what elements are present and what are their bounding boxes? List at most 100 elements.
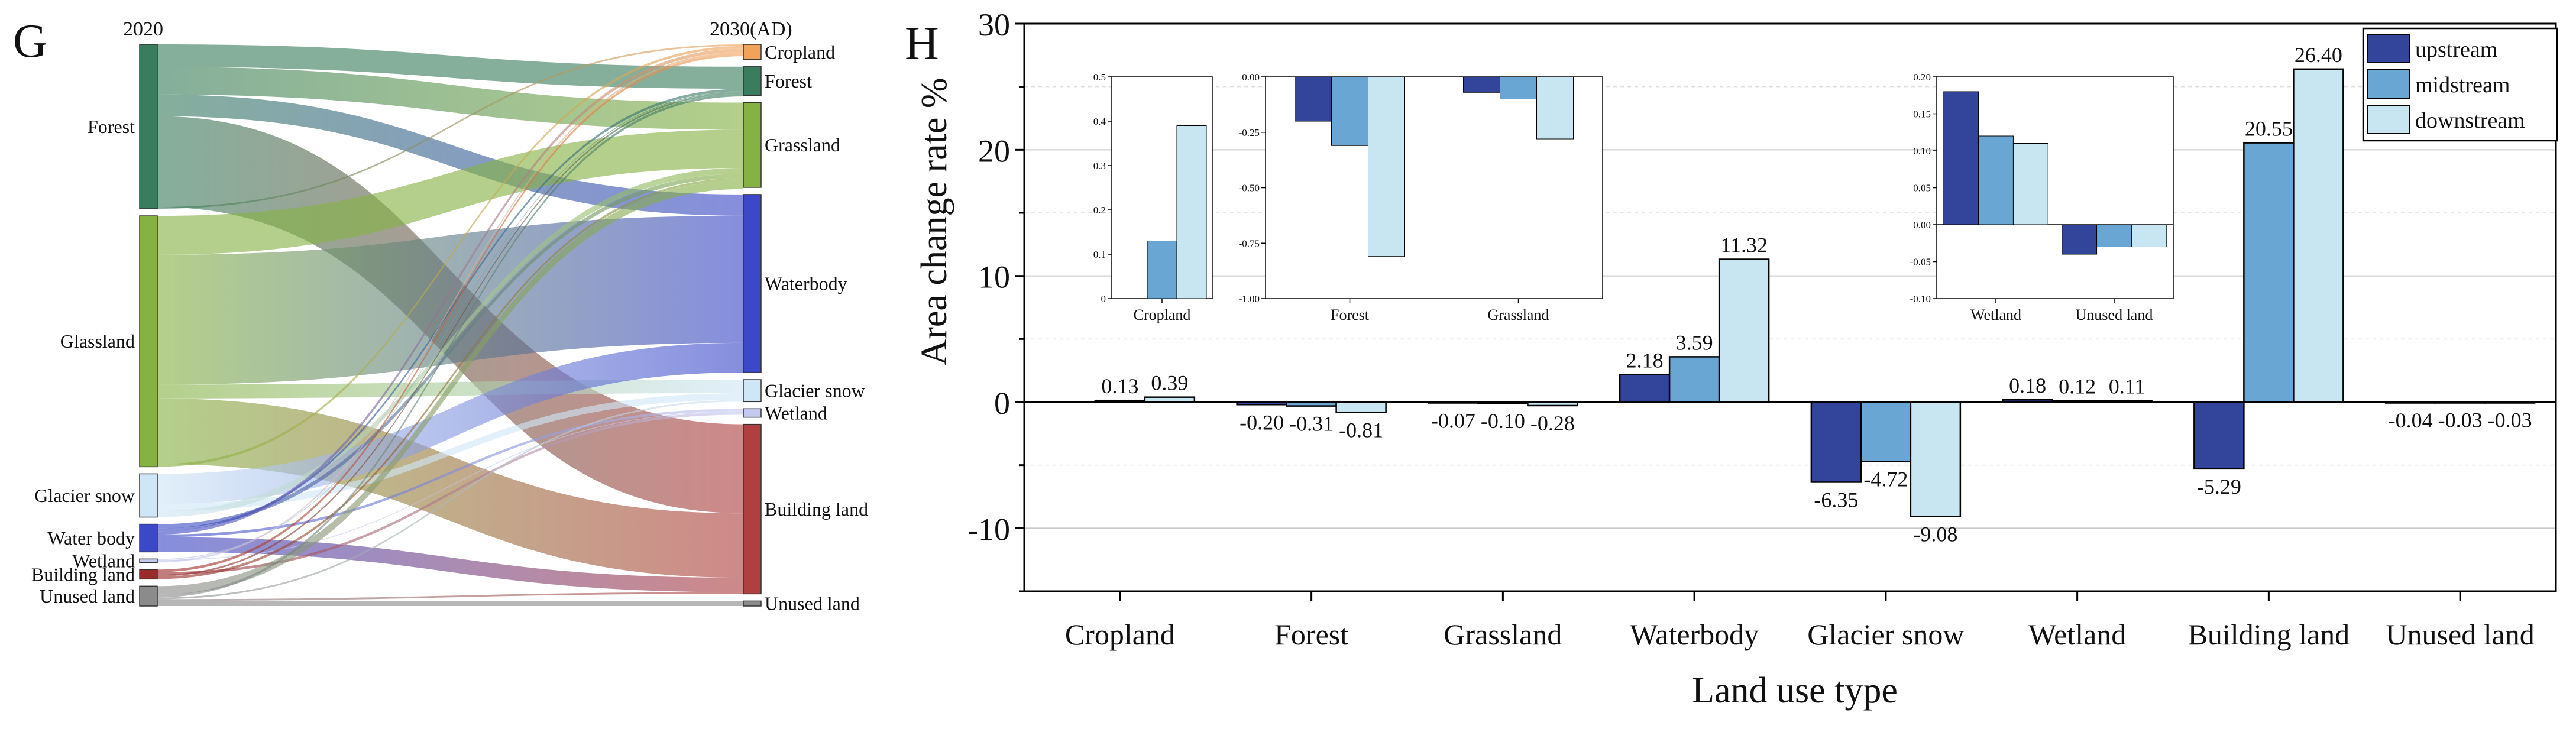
sankey-node-right-water bbox=[743, 194, 762, 373]
sankey-label-right-glacier: Glacier snow bbox=[765, 380, 865, 401]
bar-midstream-3 bbox=[1668, 356, 1720, 403]
data-label-midstream-3: 3.59 bbox=[1676, 331, 1713, 354]
sankey-link-water-to-forest bbox=[157, 89, 743, 532]
data-label-downstream-1: -0.81 bbox=[1339, 418, 1383, 442]
sankey-label-left-glacier: Glacier snow bbox=[34, 485, 135, 506]
y-tick-label: -10 bbox=[967, 511, 1010, 547]
inset-x-tick-label-0: Wetland bbox=[1970, 306, 2021, 323]
inset-bar-midstream-1 bbox=[2096, 224, 2132, 247]
bar-midstream-1 bbox=[1286, 401, 1337, 407]
y-tick-label: 30 bbox=[978, 7, 1010, 43]
sankey-label-right-water: Waterbody bbox=[765, 273, 847, 294]
sankey-label-right-forest: Forest bbox=[765, 70, 812, 92]
bar-downstream-7 bbox=[2484, 401, 2536, 404]
sankey-node-right-wetland bbox=[743, 408, 762, 418]
sankey-link-glacier-to-water bbox=[157, 342, 743, 504]
sankey-node-left-water bbox=[139, 523, 158, 553]
inset-y-tick-label: 0.3 bbox=[1093, 160, 1106, 171]
sankey-links bbox=[157, 44, 743, 606]
data-label-midstream-1: -0.31 bbox=[1289, 412, 1334, 436]
legend-label-downstream: downstream bbox=[2415, 108, 2525, 133]
legend-swatch-upstream bbox=[2367, 34, 2410, 63]
sankey-link-forest-to-grassland bbox=[157, 67, 743, 130]
inset-x-tick-label-0: Forest bbox=[1331, 306, 1370, 323]
inset-y-tick-label: 0.00 bbox=[1913, 219, 1931, 231]
legend-swatch-midstream bbox=[2367, 69, 2410, 99]
sankey-link-building-to-grassland bbox=[157, 178, 743, 579]
bar-midstream-7 bbox=[2434, 401, 2486, 404]
inset-3: 0.20 0.15 0.10 0.05 0.00 -0.05 -0.10 Wetland Unu… bbox=[1910, 72, 2174, 323]
legend-swatch-downstream bbox=[2367, 105, 2410, 134]
x-tick-label-1: Forest bbox=[1274, 618, 1348, 651]
data-label-midstream-0: 0.13 bbox=[1101, 374, 1138, 398]
sankey-link-glacier-to-grassland bbox=[157, 167, 743, 517]
sankey-link-forest-to-cropland bbox=[157, 44, 743, 209]
sankey-link-grassland-to-cropland bbox=[157, 46, 743, 467]
data-label-upstream-1: -0.20 bbox=[1240, 410, 1284, 434]
bar-upstream-2 bbox=[1428, 401, 1479, 404]
inset-bar-downstream-1 bbox=[1536, 76, 1574, 140]
sankey-left-year: 2020 bbox=[123, 18, 163, 40]
bar-midstream-2 bbox=[1477, 401, 1529, 404]
inset-y-tick-label: 0.15 bbox=[1913, 109, 1931, 120]
inset-y-tick-label: -0.50 bbox=[1239, 183, 1260, 194]
sankey-link-building-to-wetland bbox=[157, 412, 743, 575]
data-label-downstream-0: 0.39 bbox=[1151, 371, 1188, 395]
sankey-label-left-unused: Unused land bbox=[40, 585, 135, 607]
sankey-link-forest-to-water bbox=[157, 94, 743, 216]
sankey-label-right-building: Building land bbox=[765, 498, 868, 520]
inset-bar-downstream-0 bbox=[2012, 143, 2048, 225]
bar-downstream-3 bbox=[1718, 258, 1770, 403]
sankey-label-right-wetland: Wetland bbox=[765, 402, 827, 423]
sankey-label-left-forest: Forest bbox=[88, 116, 135, 137]
legend-label-upstream: upstream bbox=[2415, 37, 2497, 62]
inset-bar-upstream-0 bbox=[1295, 76, 1332, 122]
y-tick-label: 0 bbox=[994, 386, 1010, 421]
sankey-node-left-forest bbox=[139, 44, 158, 209]
bar-upstream-6 bbox=[2193, 401, 2245, 470]
sankey-label-right-cropland: Cropland bbox=[765, 41, 835, 63]
inset-x-tick-label-0: Cropland bbox=[1134, 306, 1191, 323]
sankey-link-wetland-to-cropland bbox=[157, 51, 743, 563]
x-tick-label-0: Cropland bbox=[1065, 618, 1175, 651]
data-label-downstream-6: 26.40 bbox=[2295, 43, 2342, 67]
x-tick-label-4: Glacier snow bbox=[1807, 618, 1964, 651]
data-label-upstream-2: -0.07 bbox=[1431, 409, 1475, 432]
sankey-link-unused-to-building bbox=[157, 592, 743, 601]
inset-bar-upstream-1 bbox=[1463, 76, 1500, 93]
data-label-midstream-5: 0.12 bbox=[2059, 374, 2096, 398]
bar-midstream-0 bbox=[1094, 399, 1146, 403]
inset-y-tick-label: 0.5 bbox=[1093, 72, 1106, 83]
sankey-link-forest-to-forest bbox=[157, 44, 743, 89]
inset-y-tick-label: 0.1 bbox=[1093, 249, 1106, 260]
bar-downstream-0 bbox=[1144, 396, 1196, 403]
sankey-link-grassland-to-grassland bbox=[157, 129, 743, 255]
bar-upstream-4 bbox=[1810, 401, 1862, 483]
sankey-label-right-grassland: Grassland bbox=[765, 134, 840, 156]
data-label-upstream-7: -0.04 bbox=[2389, 409, 2433, 432]
sankey-label-left-wetland: Wetland bbox=[72, 550, 135, 571]
plot-frame bbox=[1023, 22, 2557, 592]
inset-y-tick-label: -1.00 bbox=[1239, 293, 1260, 305]
x-tick-label-2: Grassland bbox=[1444, 618, 1562, 651]
sankey-link-wetland-to-forest bbox=[157, 91, 743, 560]
sankey-node-left-glacier bbox=[139, 473, 158, 518]
inset-y-tick-label: -0.25 bbox=[1239, 127, 1260, 138]
sankey-node-right-forest bbox=[743, 66, 762, 96]
x-tick-label-3: Waterbody bbox=[1630, 618, 1759, 651]
data-label-midstream-2: -0.10 bbox=[1481, 409, 1525, 433]
panel-letter-g: G bbox=[13, 15, 47, 67]
inset-bar-downstream-0 bbox=[1176, 125, 1207, 299]
sankey-label-left-building: Building land bbox=[31, 563, 135, 585]
inset-y-tick-label: 0.05 bbox=[1913, 183, 1931, 194]
sankey-link-grassland-to-water bbox=[157, 215, 743, 385]
data-label-upstream-3: 2.18 bbox=[1626, 348, 1664, 372]
data-label-midstream-7: -0.03 bbox=[2438, 409, 2483, 432]
data-labels: 0.13 0.39-0.20 -0.31 -0.81 -0.07 -0.10 -0.282.… bbox=[1101, 43, 2532, 546]
data-label-upstream-5: 0.18 bbox=[2009, 374, 2046, 397]
sankey-node-right-cropland bbox=[743, 44, 762, 60]
bar-downstream-5 bbox=[2101, 400, 2153, 403]
inset-y-tick-label: 0.20 bbox=[1913, 72, 1931, 83]
